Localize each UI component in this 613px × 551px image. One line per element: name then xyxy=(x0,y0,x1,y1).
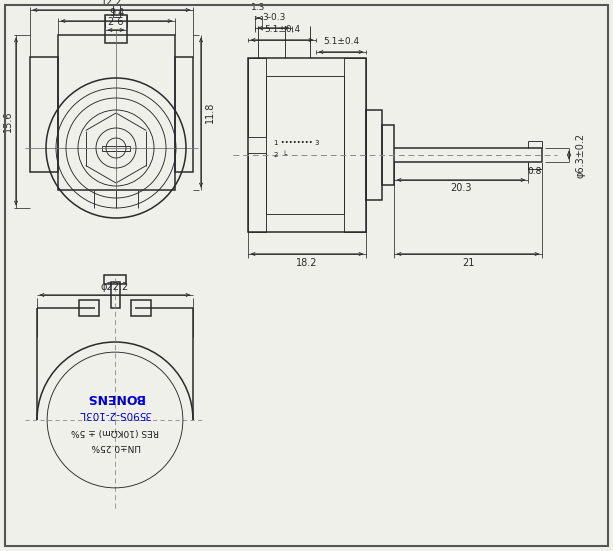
Text: 21: 21 xyxy=(462,258,474,268)
Text: LIN±0.25%: LIN±0.25% xyxy=(89,442,140,451)
Text: 1.3: 1.3 xyxy=(251,3,265,13)
Text: 15.6: 15.6 xyxy=(3,111,13,132)
Bar xyxy=(131,300,151,316)
Bar xyxy=(382,125,394,185)
Bar xyxy=(248,58,266,137)
Bar xyxy=(344,58,366,232)
Text: 9.4: 9.4 xyxy=(109,8,124,18)
Text: φ6.3±0.2: φ6.3±0.2 xyxy=(575,132,585,177)
Text: 5.1±0.4: 5.1±0.4 xyxy=(264,25,300,35)
Bar xyxy=(104,275,126,284)
Bar xyxy=(366,110,382,200)
Text: 18.2: 18.2 xyxy=(296,258,318,268)
Bar xyxy=(79,300,99,316)
Text: 0.8: 0.8 xyxy=(528,168,542,176)
Text: 3590S-2-103L: 3590S-2-103L xyxy=(78,409,151,419)
Bar xyxy=(175,57,193,172)
Text: 1 •••••••• 3: 1 •••••••• 3 xyxy=(274,140,319,146)
Bar xyxy=(105,15,127,43)
Bar xyxy=(113,5,120,17)
Text: BONENS: BONENS xyxy=(86,392,144,404)
Bar xyxy=(58,35,175,190)
Text: 20.3: 20.3 xyxy=(451,183,472,193)
Text: 5.1±0.4: 5.1±0.4 xyxy=(323,37,359,46)
Text: 2  └: 2 └ xyxy=(274,152,287,158)
Text: 11.8: 11.8 xyxy=(205,102,215,123)
Text: RES (10KΩm) ± 5%: RES (10KΩm) ± 5% xyxy=(71,428,159,436)
Bar xyxy=(266,76,344,214)
Text: 3-0.3: 3-0.3 xyxy=(262,14,285,23)
Bar xyxy=(102,146,130,151)
Bar xyxy=(248,153,266,232)
Text: φ22.2: φ22.2 xyxy=(101,282,129,292)
Bar xyxy=(111,282,120,308)
Text: 12.2: 12.2 xyxy=(101,0,123,7)
Text: 2 6: 2 6 xyxy=(109,17,124,27)
Bar xyxy=(248,58,366,232)
Bar xyxy=(30,57,58,172)
